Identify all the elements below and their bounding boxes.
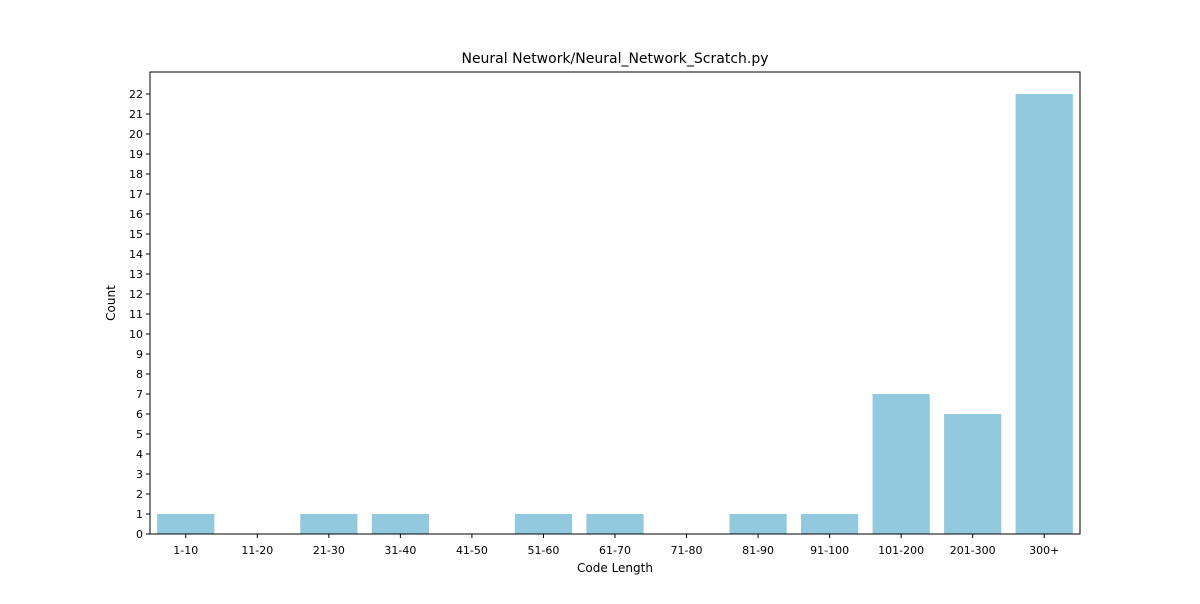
- y-tick-label: 18: [129, 168, 143, 181]
- x-tick-label: 31-40: [384, 544, 416, 557]
- y-tick-label: 16: [129, 208, 143, 221]
- x-tick-label: 91-100: [810, 544, 849, 557]
- bar-31-40: [371, 514, 429, 534]
- bar-201-300: [944, 414, 1002, 534]
- y-tick-label: 3: [136, 468, 143, 481]
- y-tick-label: 0: [136, 528, 143, 541]
- y-tick-label: 14: [129, 248, 143, 261]
- x-axis-label: Code Length: [577, 561, 653, 575]
- y-tick-label: 9: [136, 348, 143, 361]
- y-tick-label: 11: [129, 308, 143, 321]
- bar-61-70: [586, 514, 644, 534]
- y-tick-label: 10: [129, 328, 143, 341]
- x-axis-ticks: 1-10 11-20 21-30 31-40 41-50 51-60 61-70 71-80 8…: [173, 534, 1059, 557]
- bar-101-200: [872, 394, 930, 534]
- bars: [157, 94, 1073, 534]
- y-axis-label: Count: [104, 285, 118, 321]
- plot-frame: [149, 71, 1081, 535]
- bar-1-10: [157, 514, 215, 534]
- x-tick-label: 81-90: [742, 544, 774, 557]
- y-tick-label: 6: [136, 408, 143, 421]
- x-tick-label: 71-80: [671, 544, 703, 557]
- y-tick-label: 7: [136, 388, 143, 401]
- x-tick-label: 41-50: [456, 544, 488, 557]
- y-tick-label: 1: [136, 508, 143, 521]
- bar-300+: [1015, 94, 1073, 534]
- y-tick-label: 12: [129, 288, 143, 301]
- x-tick-label: 11-20: [241, 544, 273, 557]
- x-tick-label: 101-200: [878, 544, 924, 557]
- x-tick-label: 300+: [1029, 544, 1059, 557]
- x-tick-label: 1-10: [173, 544, 198, 557]
- bar-91-100: [801, 514, 859, 534]
- y-tick-label: 2: [136, 488, 143, 501]
- y-tick-label: 22: [129, 88, 143, 101]
- y-tick-label: 13: [129, 268, 143, 281]
- y-tick-label: 8: [136, 368, 143, 381]
- bar-51-60: [514, 514, 573, 534]
- y-tick-label: 17: [129, 188, 143, 201]
- x-tick-label: 201-300: [950, 544, 996, 557]
- y-tick-label: 5: [136, 428, 143, 441]
- y-tick-label: 19: [129, 148, 143, 161]
- chart-title: Neural Network/Neural_Network_Scratch.py: [461, 51, 768, 67]
- x-tick-label: 51-60: [527, 544, 559, 557]
- bar-81-90: [729, 514, 787, 534]
- y-tick-label: 4: [136, 448, 143, 461]
- x-tick-label: 21-30: [313, 544, 345, 557]
- y-tick-label: 21: [129, 108, 143, 121]
- bar-21-30: [300, 514, 358, 534]
- x-tick-label: 61-70: [599, 544, 631, 557]
- y-tick-label: 15: [129, 228, 143, 241]
- y-tick-label: 20: [129, 128, 143, 141]
